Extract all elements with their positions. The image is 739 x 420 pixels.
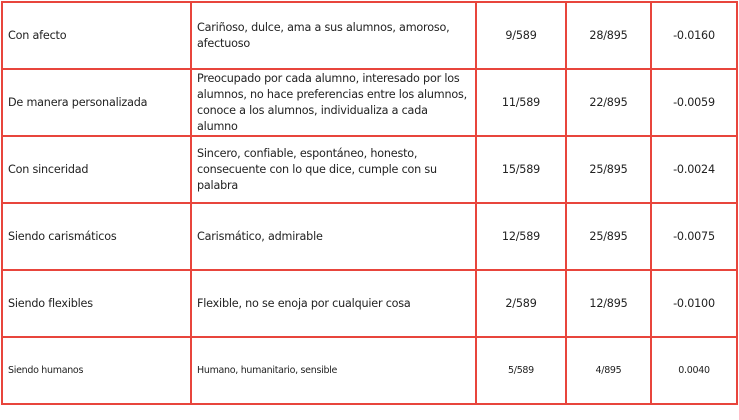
table-row: Con afecto Cariñoso, dulce, ama a sus alu… — [1, 1, 738, 70]
cell-group2: 4/895 — [565, 336, 652, 405]
cell-descriptors: Humano, humanitario, sensible — [190, 336, 477, 405]
table-row: Siendo humanos Humano, humanitario, sensi… — [1, 336, 738, 405]
cell-descriptors: Flexible, no se enoja por cualquier cosa — [190, 269, 477, 338]
cell-group1: 15/589 — [475, 135, 567, 204]
cell-difference: 0.0040 — [650, 336, 738, 405]
cell-group1: 5/589 — [475, 336, 567, 405]
cell-descriptors: Carismático, admirable — [190, 202, 477, 271]
cell-category: Siendo carismáticos — [1, 202, 192, 271]
cell-descriptors: Sincero, confiable, espontáneo, honesto,… — [190, 135, 477, 204]
cell-descriptors: Preocupado por cada alumno, interesado p… — [190, 68, 477, 137]
table-row: Siendo flexibles Flexible, no se enoja po… — [1, 269, 738, 338]
table-row: Con sinceridad Sincero, confiable, espont… — [1, 135, 738, 204]
cell-difference: -0.0059 — [650, 68, 738, 137]
cell-category: Siendo humanos — [1, 336, 192, 405]
table-row: Siendo carismáticos Carismático, admirabl… — [1, 202, 738, 271]
cell-group1: 11/589 — [475, 68, 567, 137]
cell-descriptors: Cariñoso, dulce, ama a sus alumnos, amor… — [190, 1, 477, 70]
cell-category: Siendo flexibles — [1, 269, 192, 338]
cell-group2: 25/895 — [565, 202, 652, 271]
cell-category: Con afecto — [1, 1, 192, 70]
cell-group1: 2/589 — [475, 269, 567, 338]
cell-group1: 9/589 — [475, 1, 567, 70]
cell-difference: -0.0100 — [650, 269, 738, 338]
cell-group2: 28/895 — [565, 1, 652, 70]
cell-difference: -0.0160 — [650, 1, 738, 70]
data-table: Con afecto Cariñoso, dulce, ama a sus alu… — [1, 1, 738, 405]
table-row: De manera personalizada Preocupado por ca… — [1, 68, 738, 137]
cell-difference: -0.0024 — [650, 135, 738, 204]
cell-group2: 12/895 — [565, 269, 652, 338]
cell-difference: -0.0075 — [650, 202, 738, 271]
cell-group2: 22/895 — [565, 68, 652, 137]
cell-category: De manera personalizada — [1, 68, 192, 137]
cell-group1: 12/589 — [475, 202, 567, 271]
cell-category: Con sinceridad — [1, 135, 192, 204]
cell-group2: 25/895 — [565, 135, 652, 204]
